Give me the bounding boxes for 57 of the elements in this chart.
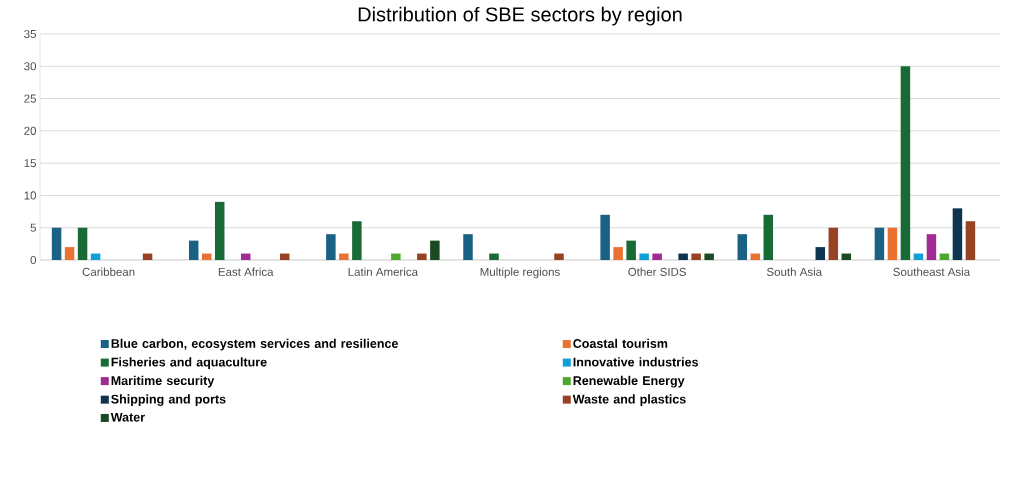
legend-label: Maritime security [111,375,215,388]
x-tick-label: East Africa [218,267,274,276]
x-tick-label: Other SIDS [628,267,686,276]
legend-label: Renewable Energy [573,375,685,388]
bar [554,253,564,260]
chart-title: Distribution of SBE sectors by region [358,6,682,26]
bar [391,253,401,260]
x-tick-label: Latin America [348,267,418,276]
y-tick-label: 30 [24,62,37,71]
bar [952,208,963,260]
bar [188,240,199,260]
y-tick-label: 25 [24,94,36,103]
bar [51,227,62,260]
x-tick-label: Southeast Asia [893,267,971,276]
bar [430,240,440,260]
x-tick-label: South Asia [766,267,823,276]
y-tick-label: 20 [24,126,37,135]
y-tick-label: 0 [30,255,37,265]
legend-label: Blue carbon, ecosystem services and resilience [111,338,398,351]
x-tick-label: Multiple regions [480,267,560,279]
bar [828,227,839,260]
legend-label: Water [110,412,145,422]
bar [77,227,88,260]
bar [874,227,885,260]
bar [704,253,714,260]
bar [600,214,610,260]
bar [613,247,623,260]
legend-label: Shipping and ports [111,394,226,407]
bar [639,253,649,260]
bar [815,247,826,260]
bar [652,253,662,260]
bar [887,227,898,260]
legend-label: Innovative industries [573,357,698,367]
x-tick-label: Caribbean [82,267,135,276]
bar [326,234,336,260]
y-tick-label: 35 [24,29,36,39]
bar [926,234,937,260]
bar [737,234,748,260]
bar [352,221,362,260]
bar [626,240,636,260]
bar [339,253,349,260]
bar [678,253,688,260]
bar [214,201,225,260]
bar [463,234,473,260]
y-tick-label: 15 [24,159,36,168]
bar [900,66,911,260]
legend-label: Fisheries and aquaculture [111,357,267,369]
legend-label: Waste and plastics [572,394,686,407]
bar [64,247,75,260]
y-tick-label: 10 [24,191,37,200]
bar [691,253,701,260]
bar [489,253,499,260]
bar [763,214,774,260]
bar [965,221,976,260]
bar [417,253,427,260]
legend-label: Coastal tourism [573,338,668,348]
y-tick-label: 5 [30,223,36,232]
